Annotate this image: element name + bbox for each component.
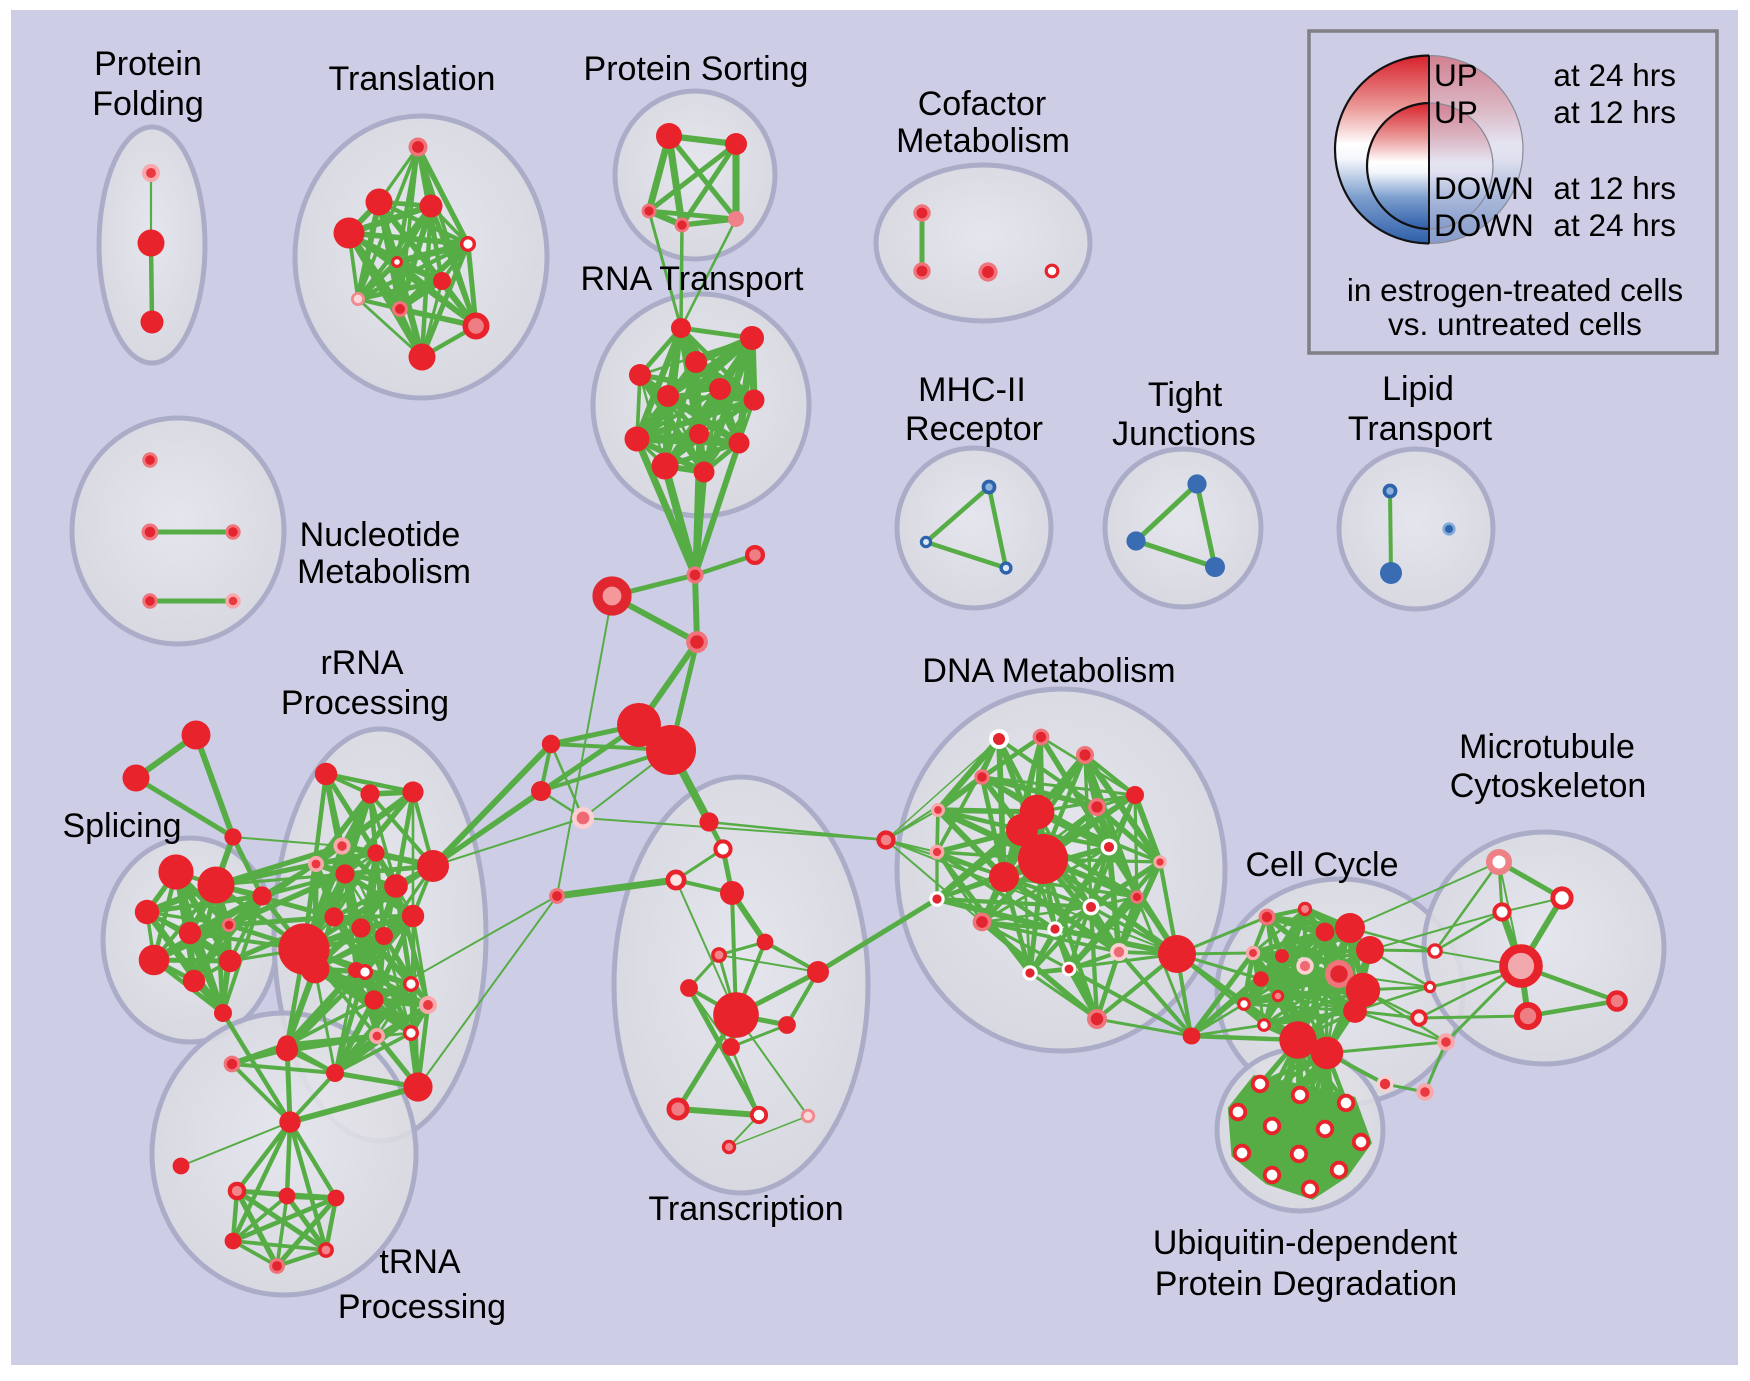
svg-text:Nucleotide: Nucleotide — [300, 516, 461, 554]
svg-text:Transcription: Transcription — [648, 1190, 843, 1228]
svg-text:Folding: Folding — [92, 85, 204, 123]
svg-text:Metabolism: Metabolism — [297, 553, 471, 591]
svg-text:rRNA: rRNA — [320, 644, 403, 682]
svg-text:Lipid: Lipid — [1382, 370, 1454, 408]
svg-text:Transport: Transport — [1348, 410, 1493, 448]
svg-text:vs. untreated cells: vs. untreated cells — [1388, 306, 1642, 342]
svg-text:at 12 hrs: at 12 hrs — [1553, 170, 1676, 206]
svg-text:DOWN: DOWN — [1434, 207, 1534, 243]
svg-text:at 12 hrs: at 12 hrs — [1553, 94, 1676, 130]
svg-text:Ubiquitin-dependent: Ubiquitin-dependent — [1153, 1224, 1458, 1262]
svg-text:in estrogen-treated cells: in estrogen-treated cells — [1347, 272, 1683, 308]
svg-text:Protein: Protein — [94, 45, 202, 83]
svg-text:Cell Cycle: Cell Cycle — [1245, 846, 1398, 884]
svg-text:Processing: Processing — [338, 1288, 506, 1326]
svg-text:DNA Metabolism: DNA Metabolism — [922, 652, 1175, 690]
svg-text:Receptor: Receptor — [905, 410, 1043, 448]
svg-text:Tight: Tight — [1148, 376, 1223, 414]
svg-text:at 24 hrs: at 24 hrs — [1553, 207, 1676, 243]
svg-text:at 24 hrs: at 24 hrs — [1553, 57, 1676, 93]
svg-text:Protein Sorting: Protein Sorting — [584, 50, 809, 88]
svg-text:Processing: Processing — [281, 684, 449, 722]
svg-text:DOWN: DOWN — [1434, 170, 1534, 206]
svg-text:Microtubule: Microtubule — [1459, 728, 1635, 766]
svg-text:Metabolism: Metabolism — [896, 122, 1070, 160]
svg-text:UP: UP — [1434, 94, 1478, 130]
svg-text:RNA Transport: RNA Transport — [581, 260, 805, 298]
svg-text:tRNA: tRNA — [379, 1243, 461, 1281]
svg-text:Cofactor: Cofactor — [918, 85, 1047, 123]
svg-text:Junctions: Junctions — [1112, 415, 1256, 453]
svg-text:Cytoskeleton: Cytoskeleton — [1450, 767, 1647, 805]
svg-text:Splicing: Splicing — [62, 807, 181, 845]
svg-text:Translation: Translation — [329, 60, 496, 98]
svg-text:MHC-II: MHC-II — [918, 371, 1026, 409]
svg-text:UP: UP — [1434, 57, 1478, 93]
svg-text:Protein Degradation: Protein Degradation — [1155, 1265, 1457, 1303]
